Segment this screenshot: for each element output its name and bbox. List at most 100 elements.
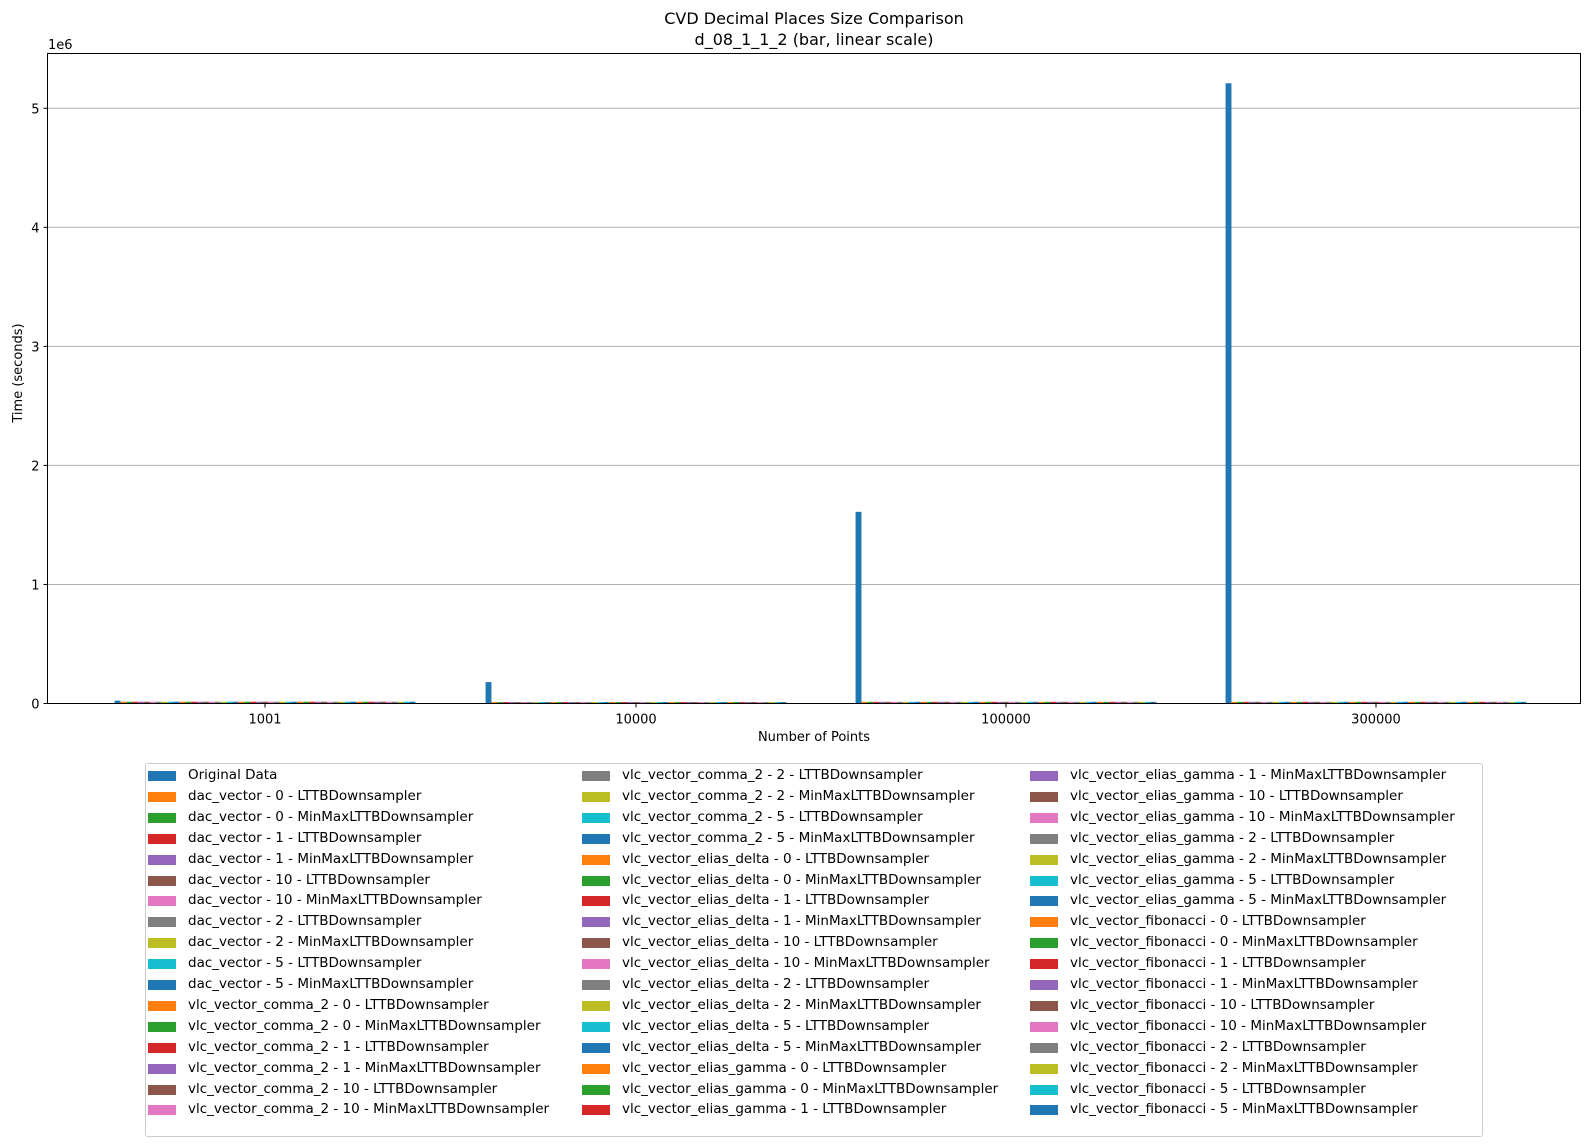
legend-swatch xyxy=(148,959,176,970)
bar xyxy=(979,701,986,704)
bar xyxy=(1231,701,1238,704)
legend-swatch xyxy=(148,917,176,928)
legend-swatch xyxy=(582,896,610,907)
y-tick-label: 3 xyxy=(31,340,39,355)
legend-label: vlc_vector_comma_2 - 5 - MinMaxLTTBDowns… xyxy=(622,829,975,846)
bar xyxy=(391,701,398,704)
bar xyxy=(509,702,516,704)
bar xyxy=(1496,701,1503,704)
chart-title: CVD Decimal Places Size Comparison xyxy=(664,9,964,28)
legend-label: vlc_vector_elias_delta - 2 - MinMaxLTTBD… xyxy=(622,996,981,1013)
bar xyxy=(873,701,880,704)
bar xyxy=(1319,701,1326,704)
bar xyxy=(697,702,704,704)
legend-label: dac_vector - 10 - MinMaxLTTBDownsampler xyxy=(188,892,482,909)
bar xyxy=(1514,701,1521,704)
bar xyxy=(1455,701,1462,704)
legend-swatch xyxy=(148,1000,176,1011)
legend-swatch xyxy=(1030,1105,1058,1116)
legend-swatch xyxy=(148,854,176,865)
bar xyxy=(1249,701,1256,704)
bar xyxy=(520,702,527,704)
y-tick-label: 0 xyxy=(31,698,39,713)
bar xyxy=(532,702,539,704)
legend-label: dac_vector - 5 - LTTBDownsampler xyxy=(188,955,422,972)
legend-swatch xyxy=(148,1042,176,1053)
bar-chart: CVD Decimal Places Size Comparison d_08_… xyxy=(11,9,1581,745)
bar xyxy=(1003,701,1009,704)
legend-swatch xyxy=(148,1105,176,1116)
legend-swatch xyxy=(148,812,176,823)
bar xyxy=(303,701,310,704)
legend-swatch xyxy=(148,1084,176,1095)
legend-label: Original Data xyxy=(188,767,278,783)
bar xyxy=(1414,701,1421,704)
bar xyxy=(944,701,950,704)
bar xyxy=(1073,701,1080,704)
bar xyxy=(1266,701,1273,704)
y-tick-label: 5 xyxy=(31,102,39,117)
bar xyxy=(179,701,186,704)
bar xyxy=(1237,701,1244,704)
bar xyxy=(344,701,351,704)
bar xyxy=(627,702,634,704)
bar xyxy=(403,701,410,704)
bar xyxy=(1373,701,1379,704)
bar xyxy=(409,701,416,704)
bar xyxy=(291,701,298,704)
legend-swatch xyxy=(1030,917,1058,928)
bar xyxy=(149,701,156,704)
bar xyxy=(315,701,322,704)
bar xyxy=(497,702,504,704)
bar xyxy=(896,701,903,704)
bar xyxy=(1144,701,1151,704)
bar xyxy=(126,701,133,704)
bar xyxy=(250,701,257,704)
bar xyxy=(997,701,1004,704)
legend-swatch xyxy=(582,980,610,990)
y-tick-label: 2 xyxy=(31,459,39,474)
bar xyxy=(526,702,533,704)
legend-swatch xyxy=(582,938,610,949)
bar xyxy=(1138,701,1145,704)
bar xyxy=(727,702,734,704)
legend-label: vlc_vector_elias_gamma - 10 - LTTBDownsa… xyxy=(1070,787,1403,804)
bar xyxy=(550,702,557,704)
legend-label: vlc_vector_elias_delta - 10 - LTTBDownsa… xyxy=(622,934,938,951)
bar xyxy=(861,701,868,704)
legend-label: dac_vector - 0 - LTTBDownsampler xyxy=(188,787,422,804)
legend-swatch xyxy=(1030,896,1058,907)
bar xyxy=(762,702,769,704)
bar xyxy=(739,702,746,704)
legend-label: vlc_vector_comma_2 - 10 - MinMaxLTTBDown… xyxy=(188,1101,550,1118)
bar xyxy=(1314,701,1320,704)
bar xyxy=(1067,701,1074,704)
bar xyxy=(161,701,168,704)
legend-swatch xyxy=(148,1021,176,1032)
legend-swatch xyxy=(582,1084,610,1095)
bar xyxy=(733,702,740,704)
x-tick-label: 100000 xyxy=(981,713,1031,728)
legend-label: dac_vector - 5 - MinMaxLTTBDownsampler xyxy=(188,976,474,992)
bar xyxy=(932,701,939,704)
bar xyxy=(967,701,974,704)
bar xyxy=(515,702,521,704)
bar xyxy=(256,701,263,704)
x-tick-label: 10000 xyxy=(615,713,656,728)
legend-label: vlc_vector_elias_delta - 10 - MinMaxLTTB… xyxy=(622,955,990,972)
bar xyxy=(1284,701,1291,704)
x-tick-label: 300000 xyxy=(1351,713,1401,728)
legend-swatch xyxy=(148,791,176,802)
legend-swatch xyxy=(582,1021,610,1032)
bar xyxy=(1126,701,1133,704)
bar xyxy=(1396,701,1403,704)
bar xyxy=(591,702,598,704)
legend-label: vlc_vector_elias_gamma - 1 - LTTBDownsam… xyxy=(622,1101,947,1118)
bar xyxy=(1367,701,1374,704)
bar xyxy=(132,701,139,704)
bar xyxy=(1437,701,1444,704)
legend-swatch xyxy=(582,1042,610,1053)
legend-swatch xyxy=(1030,1000,1058,1011)
legend-label: vlc_vector_elias_gamma - 5 - LTTBDownsam… xyxy=(1070,871,1395,888)
bar xyxy=(644,702,651,704)
